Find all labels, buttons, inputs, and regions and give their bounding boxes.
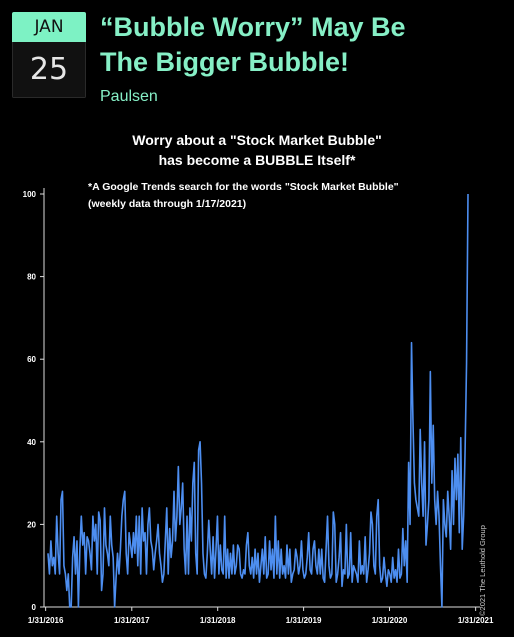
y-tick-label: 60 xyxy=(27,355,36,364)
y-tick-label: 20 xyxy=(27,520,36,529)
x-tick-label: 1/31/2019 xyxy=(286,616,322,625)
chart-subtitle-line-1: *A Google Trends search for the words "S… xyxy=(88,181,399,193)
x-tick-label: 1/31/2016 xyxy=(28,616,64,625)
chart-container: Worry about a "Stock Market Bubble" has … xyxy=(0,118,514,637)
y-tick-label: 0 xyxy=(32,603,37,612)
y-tick-label: 80 xyxy=(27,273,36,282)
headline-line-1: “Bubble Worry” May Be xyxy=(100,12,406,42)
headline: “Bubble Worry” May Be The Bigger Bubble! xyxy=(100,10,500,80)
author-name: Paulsen xyxy=(100,88,158,105)
chart-credit: ©2021 The Leuthold Group xyxy=(478,525,487,616)
chart-subtitle-line-2: (weekly data through 1/17/2021) xyxy=(88,198,247,210)
y-tick-label: 40 xyxy=(27,438,36,447)
chart-title-line-1: Worry about a "Stock Market Bubble" xyxy=(132,132,382,148)
date-badge: JAN 25 xyxy=(12,12,86,98)
chart-title-line-2: has become a BUBBLE Itself* xyxy=(158,152,356,168)
y-tick-label: 100 xyxy=(23,190,37,199)
x-tick-label: 1/31/2017 xyxy=(114,616,150,625)
x-tick-label: 1/31/2020 xyxy=(372,616,408,625)
date-month: JAN xyxy=(12,12,86,42)
chart-axes xyxy=(43,188,480,608)
trend-chart: 1/31/2016 1/31/2017 1/31/2018 1/31/2019 1/31… xyxy=(23,188,494,625)
headline-line-2: The Bigger Bubble! xyxy=(100,47,349,77)
y-axis-ticks: 0 20 40 60 80 100 xyxy=(23,190,44,612)
date-day: 25 xyxy=(12,42,86,98)
x-tick-label: 1/31/2018 xyxy=(200,616,236,625)
series-line xyxy=(47,193,469,608)
x-axis-ticks: 1/31/2016 1/31/2017 1/31/2018 1/31/2019 1/31… xyxy=(28,607,494,625)
x-tick-label: 1/31/2021 xyxy=(458,616,494,625)
